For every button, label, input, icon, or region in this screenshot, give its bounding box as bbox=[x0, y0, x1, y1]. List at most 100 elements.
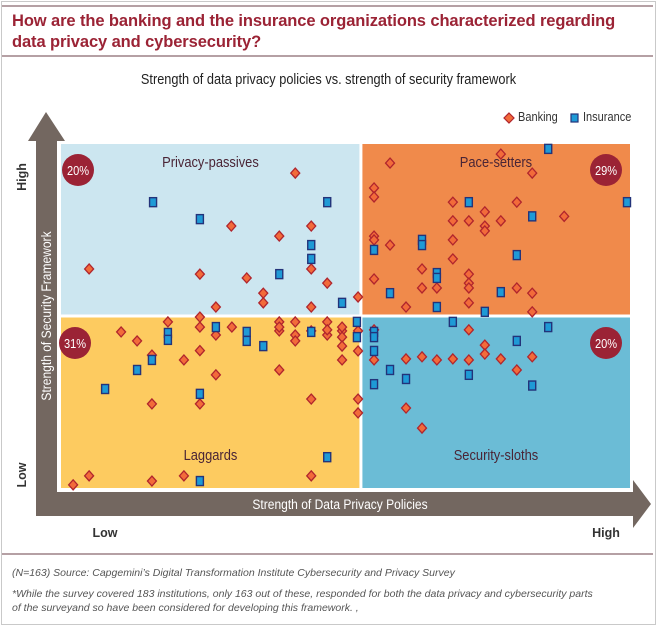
insurance-point bbox=[622, 196, 632, 208]
banking-point bbox=[336, 340, 348, 353]
insurance-point bbox=[337, 297, 347, 309]
top-rule bbox=[2, 5, 653, 7]
banking-point bbox=[463, 323, 475, 336]
banking-point bbox=[273, 321, 285, 334]
banking-point bbox=[289, 334, 301, 347]
banking-point bbox=[479, 205, 491, 218]
banking-point bbox=[162, 315, 174, 328]
quadrant-label-top-right: Pace-setters bbox=[460, 153, 532, 170]
banking-point bbox=[368, 191, 380, 203]
banking-point bbox=[83, 262, 95, 275]
y-tick-high: High bbox=[15, 163, 29, 191]
banking-point bbox=[352, 344, 364, 357]
y-axis-label: Strength of Security Framework bbox=[38, 231, 54, 401]
insurance-point bbox=[512, 249, 521, 261]
banking-point bbox=[368, 273, 380, 285]
banking-point bbox=[210, 301, 222, 313]
insurance-point bbox=[480, 306, 490, 318]
banking-point bbox=[146, 397, 158, 410]
banking-point bbox=[463, 296, 475, 309]
percent-label-bottom-right: 20% bbox=[595, 336, 617, 351]
insurance-point bbox=[417, 239, 427, 251]
banking-point bbox=[526, 167, 538, 180]
banking-point bbox=[305, 262, 317, 275]
page-title: How are the banking and the insurance or… bbox=[12, 12, 616, 51]
x-tick-high: High bbox=[592, 526, 620, 540]
insurance-point bbox=[163, 334, 173, 346]
banking-point bbox=[305, 469, 317, 482]
source-note: (N=163) Source: Capgemini’s Digital Tran… bbox=[12, 567, 455, 579]
insurance-point bbox=[544, 321, 553, 333]
banking-point bbox=[194, 397, 206, 410]
insurance-point bbox=[323, 451, 332, 463]
x-axis-arrow bbox=[36, 480, 651, 528]
insurance-point bbox=[432, 301, 442, 313]
banking-point bbox=[511, 196, 523, 209]
banking-point bbox=[178, 469, 190, 482]
insurance-point bbox=[307, 253, 316, 265]
banking-point bbox=[416, 262, 428, 275]
chart-title: Strength of data privacy policies vs. st… bbox=[140, 72, 517, 88]
insurance-point bbox=[369, 378, 379, 390]
quadrant-label-bottom-left: Laggards bbox=[184, 446, 238, 463]
banking-point bbox=[495, 352, 507, 365]
banking-point bbox=[400, 301, 412, 313]
banking-point bbox=[384, 239, 396, 252]
banking-point bbox=[131, 334, 143, 347]
banking-point bbox=[321, 323, 333, 336]
banking-point bbox=[305, 301, 317, 313]
banking-point bbox=[431, 353, 443, 366]
quadrant-label-top-left: Privacy-passives bbox=[162, 153, 259, 170]
insurance-point bbox=[432, 272, 442, 284]
percent-label-bottom-left: 31% bbox=[64, 336, 86, 351]
percent-label-top-right: 29% bbox=[595, 163, 617, 178]
banking-point bbox=[321, 277, 333, 290]
banking-point bbox=[495, 148, 507, 161]
title-rule bbox=[2, 55, 653, 57]
banking-point bbox=[463, 214, 475, 227]
banking-point bbox=[384, 157, 396, 170]
insurance-point bbox=[369, 331, 379, 343]
legend-insurance-marker bbox=[570, 113, 579, 123]
banking-point bbox=[416, 350, 428, 363]
quadrant-pace-setters bbox=[360, 143, 631, 316]
footnote: *While the survey covered 183 institutio… bbox=[12, 588, 593, 614]
percent-label-top-left: 20% bbox=[67, 163, 89, 178]
insurance-point bbox=[195, 475, 205, 487]
banking-point bbox=[416, 282, 428, 294]
quadrant-label-bottom-right: Security-sloths bbox=[454, 446, 538, 463]
banking-point bbox=[400, 402, 412, 415]
banking-point bbox=[178, 353, 190, 366]
insurance-point bbox=[385, 364, 395, 376]
insurance-point bbox=[132, 364, 142, 376]
insurance-point bbox=[259, 340, 268, 352]
percent-badge-top-left bbox=[62, 154, 94, 186]
banking-point bbox=[416, 422, 428, 435]
insurance-point bbox=[512, 335, 521, 347]
banking-point bbox=[447, 196, 459, 209]
legend-banking-marker bbox=[503, 112, 515, 124]
banking-point bbox=[67, 478, 79, 491]
legend-insurance: Insurance bbox=[583, 110, 631, 124]
insurance-point bbox=[528, 380, 537, 391]
banking-point bbox=[352, 406, 364, 419]
insurance-point bbox=[100, 383, 110, 395]
insurance-point bbox=[323, 196, 332, 208]
insurance-point bbox=[401, 373, 411, 385]
banking-point bbox=[115, 325, 127, 338]
banking-point bbox=[273, 364, 285, 376]
insurance-point bbox=[275, 268, 284, 280]
banking-point bbox=[146, 475, 158, 488]
banking-point bbox=[194, 321, 206, 334]
insurance-point bbox=[464, 369, 474, 381]
insurance-point bbox=[211, 321, 221, 333]
banking-point bbox=[479, 224, 491, 237]
banking-point bbox=[257, 296, 269, 309]
insurance-point bbox=[147, 354, 157, 366]
banking-point bbox=[479, 348, 491, 361]
banking-point bbox=[305, 220, 317, 233]
percent-badge-bottom-left bbox=[59, 327, 91, 359]
insurance-point bbox=[148, 196, 158, 208]
banking-point bbox=[511, 282, 523, 294]
